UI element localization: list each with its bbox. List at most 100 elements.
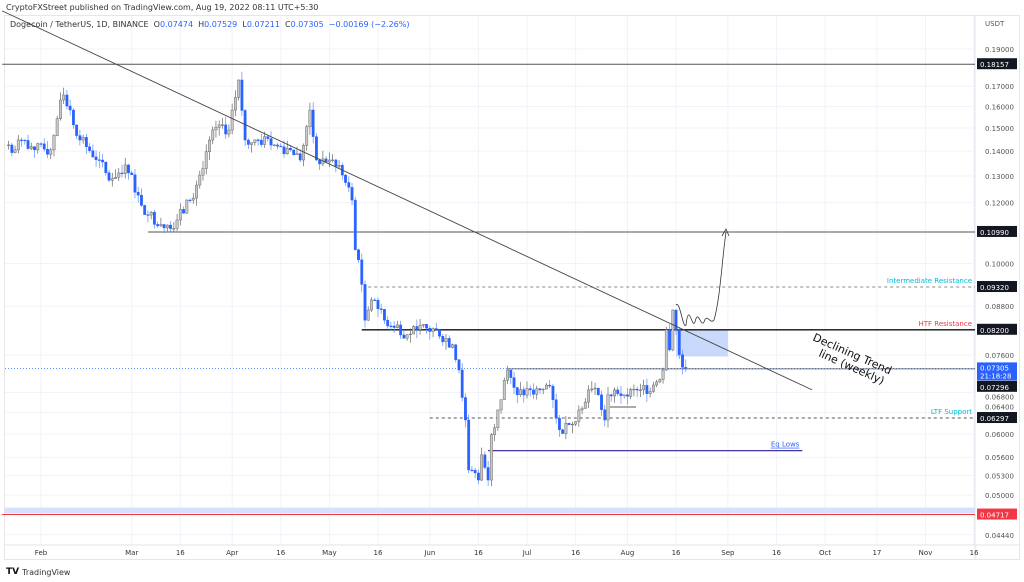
candle-body[interactable] xyxy=(425,324,428,329)
candle-body[interactable] xyxy=(383,309,386,321)
candle-body[interactable] xyxy=(127,164,130,174)
candle-body[interactable] xyxy=(525,388,529,396)
candle-body[interactable] xyxy=(201,168,205,176)
candle-body[interactable] xyxy=(279,145,283,148)
candle-body[interactable] xyxy=(464,397,467,421)
candle-body[interactable] xyxy=(327,159,331,163)
candle-body[interactable] xyxy=(282,146,286,155)
candle-body[interactable] xyxy=(493,427,496,435)
candle-body[interactable] xyxy=(308,109,312,128)
candle-body[interactable] xyxy=(33,146,36,151)
candle-body[interactable] xyxy=(392,325,396,328)
candle-body[interactable] xyxy=(117,172,121,178)
candle-body[interactable] xyxy=(347,182,351,188)
candle-body[interactable] xyxy=(52,135,56,151)
candle-body[interactable] xyxy=(246,139,250,145)
candle-body[interactable] xyxy=(522,389,526,396)
candle-body[interactable] xyxy=(454,344,458,360)
candle-body[interactable] xyxy=(272,144,276,146)
candle-body[interactable] xyxy=(331,159,334,161)
candle-body[interactable] xyxy=(140,194,143,206)
candle-body[interactable] xyxy=(489,434,493,481)
candle-body[interactable] xyxy=(379,308,383,310)
candle-body[interactable] xyxy=(606,394,610,421)
candle-body[interactable] xyxy=(664,329,668,371)
candle-body[interactable] xyxy=(146,214,150,216)
candle-body[interactable] xyxy=(486,467,490,481)
candle-body[interactable] xyxy=(548,384,552,387)
candle-body[interactable] xyxy=(512,377,516,388)
candle-body[interactable] xyxy=(668,329,671,351)
candle-body[interactable] xyxy=(460,369,464,398)
candle-body[interactable] xyxy=(434,328,438,330)
candle-body[interactable] xyxy=(596,387,600,396)
candle-body[interactable] xyxy=(59,99,62,119)
candle-body[interactable] xyxy=(438,329,441,337)
candle-body[interactable] xyxy=(635,388,639,391)
candle-body[interactable] xyxy=(169,224,172,229)
candle-body[interactable] xyxy=(16,139,20,151)
candle-body[interactable] xyxy=(188,199,192,202)
candle-body[interactable] xyxy=(405,334,409,339)
candle-body[interactable] xyxy=(172,228,176,230)
candle-body[interactable] xyxy=(360,259,364,285)
candle-body[interactable] xyxy=(408,333,412,335)
candle-body[interactable] xyxy=(269,138,273,146)
candle-body[interactable] xyxy=(515,387,519,396)
candle-body[interactable] xyxy=(451,344,454,348)
candle-body[interactable] xyxy=(143,205,147,215)
candle-body[interactable] xyxy=(580,408,584,411)
candle-body[interactable] xyxy=(324,158,328,163)
candle-body[interactable] xyxy=(97,159,101,161)
candle-body[interactable] xyxy=(545,384,548,390)
candle-body[interactable] xyxy=(661,369,665,380)
declining-trendline[interactable] xyxy=(1,10,813,391)
candle-body[interactable] xyxy=(674,309,678,330)
candle-body[interactable] xyxy=(233,97,237,111)
candle-body[interactable] xyxy=(632,388,636,391)
candle-body[interactable] xyxy=(182,209,185,214)
candle-body[interactable] xyxy=(49,149,53,155)
candle-body[interactable] xyxy=(13,149,17,153)
candle-body[interactable] xyxy=(353,199,357,250)
candle-body[interactable] xyxy=(81,137,85,141)
candle-body[interactable] xyxy=(198,174,202,186)
candle-body[interactable] xyxy=(175,219,179,229)
candle-body[interactable] xyxy=(7,144,11,146)
candle-body[interactable] xyxy=(554,399,558,419)
candle-body[interactable] xyxy=(684,367,688,369)
demand-zone-box[interactable] xyxy=(676,329,728,357)
candle-body[interactable] xyxy=(370,299,373,311)
candle-body[interactable] xyxy=(357,249,360,261)
candle-body[interactable] xyxy=(20,139,23,141)
candle-body[interactable] xyxy=(84,137,88,147)
candle-body[interactable] xyxy=(42,143,46,150)
candle-body[interactable] xyxy=(36,143,40,151)
candle-body[interactable] xyxy=(677,329,681,355)
candle-body[interactable] xyxy=(289,147,292,151)
candle-body[interactable] xyxy=(373,299,377,301)
candle-body[interactable] xyxy=(558,418,561,430)
candle-body[interactable] xyxy=(55,118,59,136)
candle-body[interactable] xyxy=(622,394,626,396)
candle-body[interactable] xyxy=(418,324,422,330)
candle-body[interactable] xyxy=(441,336,445,342)
candle-body[interactable] xyxy=(645,385,649,394)
candle-body[interactable] xyxy=(415,326,419,330)
candle-body[interactable] xyxy=(152,211,156,225)
candle-body[interactable] xyxy=(23,139,27,142)
candle-body[interactable] xyxy=(75,124,79,136)
candle-body[interactable] xyxy=(305,126,309,146)
candle-body[interactable] xyxy=(214,127,218,131)
candle-body[interactable] xyxy=(295,153,299,155)
candle-body[interactable] xyxy=(217,124,221,128)
candle-body[interactable] xyxy=(658,379,662,383)
candle-body[interactable] xyxy=(191,197,195,201)
candle-body[interactable] xyxy=(208,139,211,152)
candle-body[interactable] xyxy=(564,422,568,434)
candle-body[interactable] xyxy=(298,153,302,161)
candle-body[interactable] xyxy=(681,354,684,368)
candle-body[interactable] xyxy=(412,326,415,335)
candle-body[interactable] xyxy=(535,388,539,395)
